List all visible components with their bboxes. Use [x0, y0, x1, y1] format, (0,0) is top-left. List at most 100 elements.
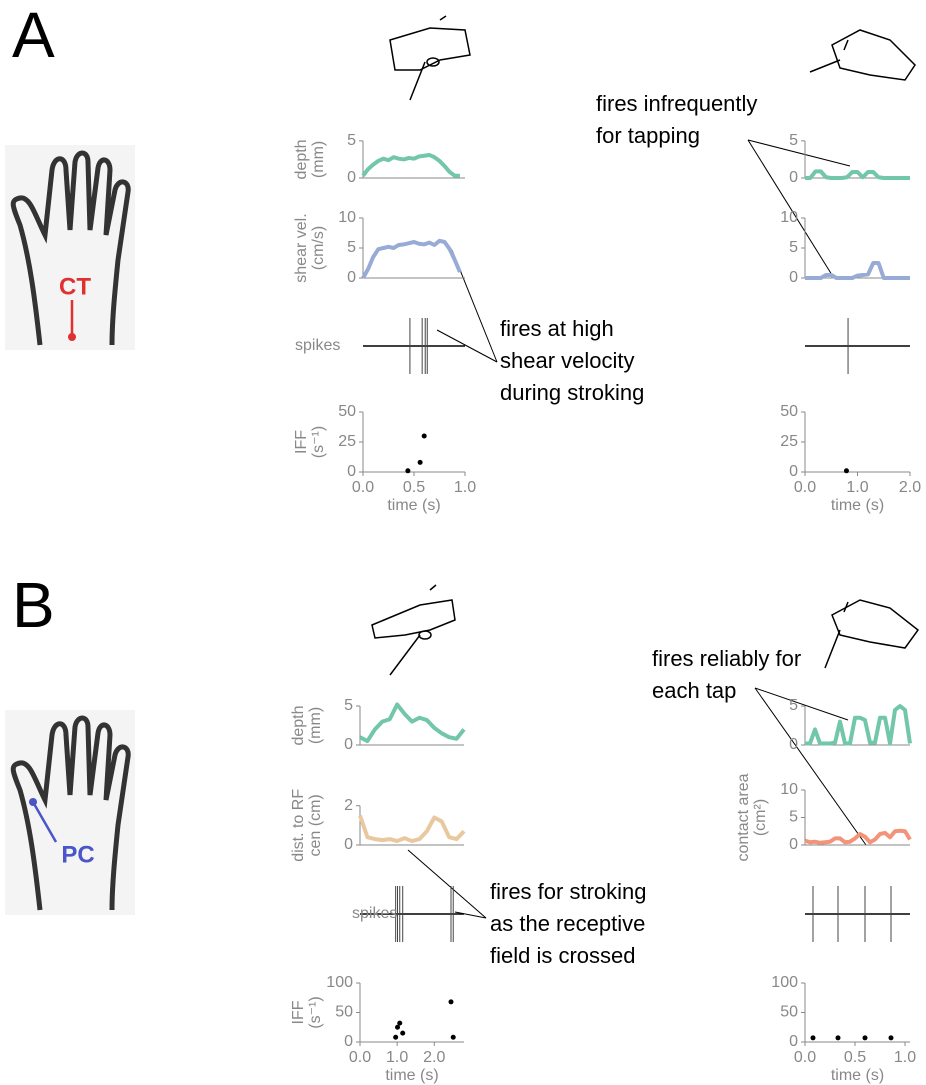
y-tick-label: 2: [344, 797, 353, 814]
panel-label: B: [12, 569, 55, 641]
y-tick-label: 0: [344, 1033, 353, 1050]
data-point: [844, 468, 849, 473]
data-line: [363, 241, 460, 278]
y-tick-label: 5: [789, 809, 798, 826]
data-point: [811, 1035, 816, 1040]
y-tick-label: 0: [347, 269, 356, 286]
y-axis-label: (mm): [310, 141, 327, 178]
y-tick-label: 50: [780, 403, 798, 420]
y-tick-label: 0: [789, 169, 798, 186]
annotation: fires for stroking: [490, 879, 647, 904]
x-tick-label: 0.5: [403, 479, 425, 496]
y-tick-label: 25: [780, 433, 798, 450]
annotation: as the receptive: [490, 911, 645, 936]
data-point: [393, 1035, 398, 1040]
panel-chart: 0 5 10 contact area(cm²): [735, 773, 910, 861]
x-tick-label: 0.0: [352, 479, 374, 496]
x-tick-label: 0.5: [844, 1049, 866, 1066]
callout-lines: [408, 140, 866, 918]
y-tick-label: 10: [780, 781, 798, 798]
y-tick-label: 50: [338, 403, 356, 420]
annotation: during stroking: [500, 380, 644, 405]
y-tick-label: 5: [347, 239, 356, 256]
data-point: [836, 1035, 841, 1040]
panel-chart: [363, 318, 465, 374]
tap-cartoon: [825, 600, 918, 668]
y-tick-label: 50: [780, 1004, 798, 1021]
x-tick-label: 0.0: [349, 1049, 371, 1066]
y-axis-label: cen (cm): [307, 794, 324, 856]
y-axis-label: dist. to RF: [290, 789, 307, 862]
y-tick-label: 0: [789, 1033, 798, 1050]
data-point: [422, 434, 427, 439]
y-tick-label: 5: [789, 132, 798, 149]
data-line: [363, 155, 460, 176]
panel-chart: 05depth(mm): [293, 132, 465, 186]
data-line: [805, 171, 910, 178]
data-point: [449, 999, 454, 1004]
y-tick-label: 100: [771, 974, 798, 991]
receptor-dot: [68, 333, 76, 341]
panel-chart: [805, 886, 910, 942]
x-tick-label: 1.0: [386, 1049, 408, 1066]
y-tick-label: 0: [344, 736, 353, 753]
x-axis-label: time (s): [385, 1067, 438, 1084]
x-tick-label: 1.0: [454, 479, 476, 496]
stroke-cartoon: [372, 585, 455, 675]
y-tick-label: 0: [789, 269, 798, 286]
data-point: [405, 468, 410, 473]
y-tick-label: 100: [326, 974, 353, 991]
y-axis-label: contact area: [735, 773, 752, 861]
annotation: each tap: [652, 678, 736, 703]
y-axis-label: IFF: [293, 430, 310, 454]
y-tick-label: 0: [344, 836, 353, 853]
panel-chart: 0510shear vel.(cm/s): [293, 209, 465, 286]
data-point: [863, 1035, 868, 1040]
annotation: field is crossed: [490, 943, 636, 968]
y-tick-label: 5: [344, 697, 353, 714]
y-axis-label: shear vel.: [293, 213, 310, 282]
x-tick-label: 0.0: [794, 479, 816, 496]
y-tick-label: 0: [789, 836, 798, 853]
y-axis-label: depth: [290, 705, 307, 745]
data-point: [889, 1035, 894, 1040]
x-tick-label: 1.0: [846, 479, 868, 496]
x-axis-label: time (s): [831, 497, 884, 514]
row-label: spikes: [352, 905, 397, 922]
x-tick-label: 1.0: [894, 1049, 916, 1066]
panel-chart: [805, 318, 910, 374]
annotation: for tapping: [596, 123, 700, 148]
x-axis-label: time (s): [387, 497, 440, 514]
annotation: fires at high: [500, 316, 614, 341]
y-tick-label: 0: [789, 463, 798, 480]
data-point: [400, 1031, 405, 1036]
receptor-dot: [29, 798, 37, 806]
data-line: [360, 816, 464, 842]
y-axis-label: (cm²): [752, 799, 769, 836]
panel-label: A: [12, 0, 55, 71]
stroke-cartoon: [390, 16, 470, 100]
receptor-label: CT: [59, 273, 91, 300]
y-tick-label: 5: [789, 239, 798, 256]
y-tick-label: 10: [780, 209, 798, 226]
data-point: [418, 460, 423, 465]
figure: ABCTPCfires infrequentlyfor tappingfires…: [0, 0, 926, 1085]
panel-chart: 05: [789, 132, 910, 186]
panel-chart: 0 5 10: [780, 209, 910, 286]
y-axis-label: IFF: [290, 1000, 307, 1024]
data-point: [451, 1035, 456, 1040]
hand-drawing: [5, 145, 135, 350]
row-label: spikes: [295, 337, 340, 354]
y-axis-label: (s⁻¹): [310, 426, 327, 458]
y-tick-label: 5: [347, 132, 356, 149]
y-axis-label: (mm): [307, 707, 324, 744]
data-line: [360, 704, 464, 741]
y-axis-label: (s⁻¹): [307, 996, 324, 1028]
y-axis-label: (cm/s): [310, 226, 327, 270]
annotation: shear velocity: [500, 348, 635, 373]
receptor-label: PC: [61, 841, 94, 868]
y-tick-label: 0: [347, 463, 356, 480]
